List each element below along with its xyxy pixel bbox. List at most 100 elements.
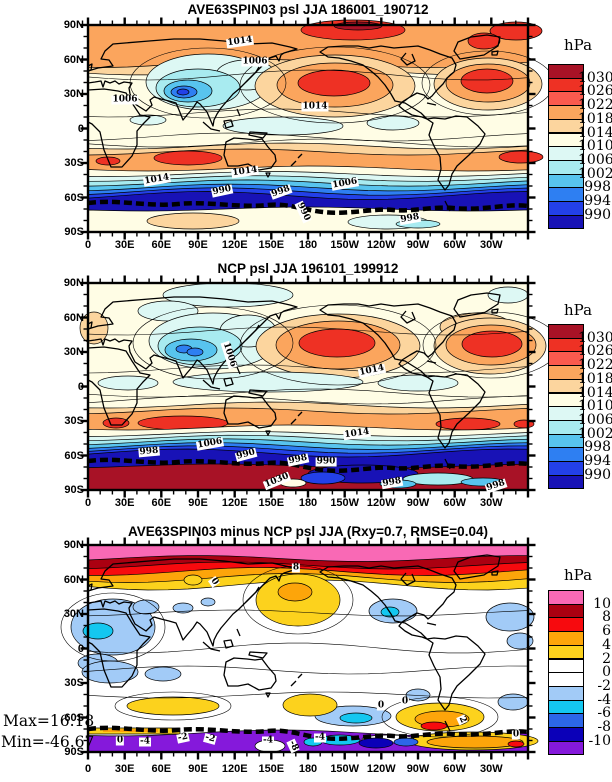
axis-ticks — [80, 537, 536, 760]
colorbar-tick-label: 998 — [584, 439, 611, 456]
colorbar-tick-label: 998 — [584, 179, 611, 196]
lat-tick-label: 0 — [77, 642, 84, 655]
lat-tick-label: 0 — [77, 380, 84, 393]
lat-tick-label: 30S — [64, 677, 84, 689]
lon-tick-label: 150E — [258, 239, 285, 251]
lat-tick-label: 30N — [63, 346, 84, 358]
lat-tick-label: 60S — [64, 191, 84, 204]
colorbar-tick-label: 1006 — [578, 151, 612, 168]
colorbar-tick-label: 1014 — [578, 124, 612, 141]
lon-tick-label: 30E — [114, 497, 135, 509]
lon-tick-label: 60E — [151, 239, 172, 251]
colorbar-tick-label: -8 — [597, 719, 611, 735]
colorbar-tick-label: -6 — [597, 705, 611, 722]
lon-tick-label: 120E — [221, 497, 248, 509]
lon-tick-label: 120W — [366, 763, 396, 775]
lat-tick-label: 60N — [63, 53, 84, 66]
panel2-map — [79, 275, 560, 498]
lon-tick-label: 30W — [479, 763, 503, 775]
panel2-title: NCP psl JJA 196101_199912 — [217, 261, 399, 276]
lat-tick-label: 60N — [63, 311, 84, 324]
lon-tick-label: 30W — [479, 239, 503, 251]
lon-tick-label: 150W — [330, 763, 360, 775]
lon-tick-label: 60W — [443, 497, 466, 509]
map-frame — [86, 281, 530, 492]
lat-tick-label: 30N — [63, 88, 84, 100]
panel3-map — [60, 537, 539, 760]
lon-tick-label: 30W — [479, 497, 503, 509]
colorbar-tick-label: 8 — [602, 609, 611, 626]
colorbar-segment — [548, 214, 584, 230]
coastlines — [87, 292, 529, 473]
lat-tick-label: 0 — [77, 122, 84, 135]
colorbar-tick-label: 1026 — [578, 83, 612, 100]
lon-tick-label: 30E — [114, 239, 135, 251]
colorbar-tick-label: 990 — [584, 466, 611, 483]
lon-tick-label: 120E — [221, 763, 248, 775]
lon-tick-label: 120E — [221, 239, 248, 251]
panel2-units-label: hPa — [563, 301, 593, 319]
lon-tick-label: 180 — [298, 497, 318, 509]
coastlines — [87, 34, 529, 215]
lon-tick-label: 90W — [406, 763, 430, 775]
lon-tick-label: 150E — [258, 763, 285, 775]
colorbar-tick-label: 1018 — [578, 370, 612, 387]
max-value-label: Max=16.18 — [3, 712, 95, 730]
colorbar-tick-label: 1010 — [578, 138, 612, 155]
lat-tick-label: 90S — [64, 226, 84, 238]
lon-tick-label: 60E — [151, 763, 172, 775]
axis-ticks — [80, 275, 536, 498]
lon-tick-label: 90E — [188, 497, 208, 509]
lon-tick-label: 60E — [151, 497, 172, 509]
lat-tick-label: 30S — [64, 157, 84, 169]
colorbar-tick-label: 1018 — [578, 110, 612, 127]
colorbar-tick-label: 990 — [584, 206, 611, 223]
panel1-units-label: hPa — [563, 36, 593, 54]
colorbar-tick-label: 6 — [602, 623, 611, 640]
lon-tick-label: 90E — [188, 239, 208, 251]
lat-tick-label: 90S — [64, 746, 84, 758]
colorbar-tick-label: 1014 — [578, 384, 612, 401]
colorbar-tick-label: 1006 — [578, 411, 612, 428]
lat-tick-label: 90S — [64, 484, 84, 496]
lon-tick-label: 150W — [330, 497, 360, 509]
lat-tick-label: 60S — [64, 711, 84, 724]
colorbar-tick-label: 1010 — [578, 398, 612, 415]
lon-tick-label: 180 — [298, 763, 318, 775]
colorbar-tick-label: -2 — [597, 677, 611, 694]
lon-tick-label: 120W — [366, 497, 396, 509]
lon-tick-label: 150W — [330, 239, 360, 251]
lon-tick-label: 150E — [258, 497, 285, 509]
lat-tick-label: 30S — [64, 415, 84, 427]
colorbar-tick-label: -4 — [597, 691, 611, 708]
lon-tick-label: 120W — [366, 239, 396, 251]
panel3-units-label: hPa — [563, 566, 593, 584]
lon-tick-label: 90W — [406, 239, 430, 251]
panel3-title: AVE63SPIN03 minus NCP psl JJA (Rxy=0.7, … — [128, 524, 488, 539]
lon-tick-label: 0 — [84, 497, 92, 509]
colorbar-tick-label: 1022 — [578, 97, 612, 114]
colorbar-tick-label: 1022 — [578, 357, 612, 374]
panel1-map — [80, 17, 555, 240]
lat-tick-label: 30N — [63, 608, 84, 620]
colorbar-tick-label: 994 — [584, 453, 611, 469]
lat-tick-label: 60S — [64, 449, 84, 462]
colorbar-tick-label: 994 — [584, 193, 611, 209]
lon-tick-label: 60W — [443, 763, 466, 775]
map-frame — [86, 23, 530, 234]
colorbar-tick-label: 1002 — [578, 425, 612, 442]
lat-tick-label: 90N — [63, 277, 84, 289]
colorbar-tick-label: 10 — [593, 595, 611, 612]
pressure-field — [79, 282, 560, 491]
colorbar-tick-label: 4 — [602, 636, 611, 653]
colorbar-tick-label: 1026 — [578, 343, 612, 360]
lat-tick-label: 90N — [63, 539, 84, 551]
lon-tick-label: 90E — [188, 763, 208, 775]
lon-tick-label: 0 — [84, 239, 92, 251]
lon-tick-label: 90W — [406, 497, 430, 509]
lon-tick-label: 0 — [84, 763, 92, 775]
lon-tick-label: 30E — [114, 763, 135, 775]
colorbar-tick-label: 2 — [602, 650, 611, 667]
colorbar-tick-label: 1030 — [578, 69, 612, 86]
